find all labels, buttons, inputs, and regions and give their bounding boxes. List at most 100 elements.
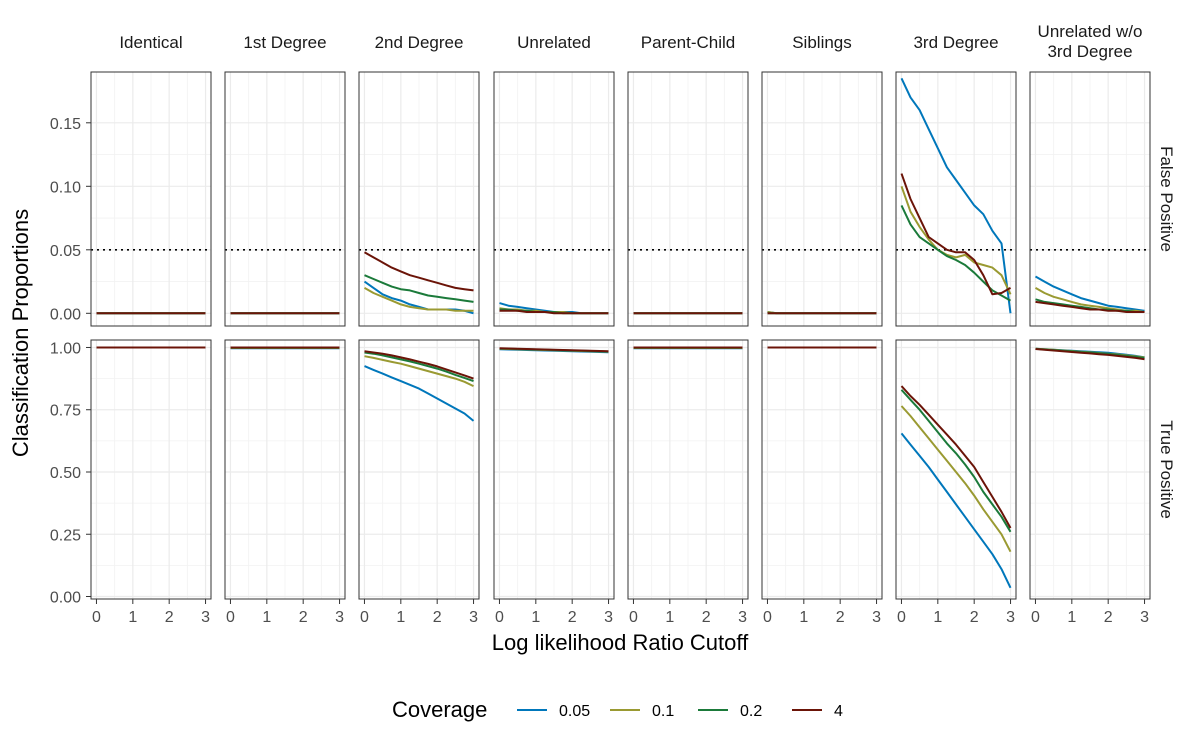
series-line-4	[900, 173, 1011, 296]
panel-border	[1029, 71, 1151, 327]
panel-false-positive-1st-degree	[224, 71, 346, 327]
legend: Coverage 0.05 0.1 0.2 4	[392, 697, 843, 722]
legend-label: 0.05	[559, 703, 590, 720]
x-tick-label: 0	[495, 609, 504, 626]
panel-border	[627, 339, 749, 600]
panel-true-positive-siblings	[761, 339, 883, 600]
x-tick-label: 2	[165, 609, 174, 626]
panel-false-positive-identical	[90, 71, 212, 327]
x-tick-label: 3	[604, 609, 613, 626]
series-line-4	[900, 385, 1012, 529]
panel-border	[761, 339, 883, 600]
facet-label-identical: Identical	[119, 33, 182, 52]
panel-border	[358, 339, 480, 600]
legend-item-4: 4	[792, 703, 843, 720]
x-tick-label: 0	[1031, 609, 1040, 626]
panel-true-positive-unrelated	[493, 339, 615, 600]
x-tick-label: 1	[799, 609, 808, 626]
x-tick-label: 0	[763, 609, 772, 626]
legend-label: 4	[834, 703, 843, 720]
series-line-0-05	[363, 280, 474, 315]
panel-true-positive-3rd-degree	[895, 339, 1017, 600]
facet-label-3rd-degree: 3rd Degree	[913, 33, 998, 52]
series-line-4	[364, 350, 474, 380]
series-line-4	[1035, 300, 1145, 313]
legend-title: Coverage	[392, 697, 487, 722]
x-tick-label: 3	[201, 609, 210, 626]
x-tick-label: 0	[360, 609, 369, 626]
x-tick-label: 1	[128, 609, 137, 626]
facet-label-siblings: Siblings	[792, 33, 852, 52]
panel-border	[493, 71, 615, 327]
facet-label-1st-degree: 1st Degree	[243, 33, 326, 52]
facet-strips: Identical 1st Degree 2nd Degree Unrelated Pa…	[119, 22, 1176, 519]
series-line-4	[1035, 348, 1145, 361]
series-line-0-2	[900, 204, 1011, 302]
y-tick-label: 0.25	[50, 527, 81, 544]
series-line-0-1	[900, 405, 1012, 553]
x-tick-label: 2	[568, 609, 577, 626]
panel-border	[895, 339, 1017, 600]
x-axis-title: Log likelihood Ratio Cutoff	[492, 630, 749, 655]
y-tick-label: 0.75	[50, 403, 81, 420]
x-tick-label: 0	[629, 609, 638, 626]
series-line-0-1	[900, 185, 1012, 295]
y-tick-label: 0.10	[50, 179, 81, 196]
facet-label-unrelated: Unrelated	[517, 33, 591, 52]
series-line-4	[364, 251, 474, 292]
series-line-4	[499, 347, 609, 353]
panel-true-positive-parent-child	[627, 339, 749, 600]
series-line-0-05	[364, 365, 475, 422]
series-line-0-2	[900, 389, 1012, 533]
facet-label-parent-child: Parent-Child	[641, 33, 736, 52]
y-tick-label: 1.00	[50, 340, 81, 357]
series-line-0-1	[364, 287, 474, 312]
x-tick-label: 1	[396, 609, 405, 626]
x-tick-label: 1	[531, 609, 540, 626]
x-tick-label: 2	[836, 609, 845, 626]
legend-label: 0.2	[740, 703, 762, 720]
x-tick-label: 1	[1067, 609, 1076, 626]
panel-false-positive-unrelated	[493, 71, 615, 327]
x-tick-label: 2	[433, 609, 442, 626]
panel-border	[90, 71, 212, 327]
series-line-0-05	[900, 432, 1012, 589]
panel-border	[224, 339, 346, 600]
series-line-0-1	[364, 355, 474, 388]
x-tick-label: 3	[1140, 609, 1149, 626]
x-tick-label: 1	[665, 609, 674, 626]
x-tick-label: 2	[970, 609, 979, 626]
x-tick-label: 3	[1006, 609, 1015, 626]
panel-false-positive-siblings	[761, 71, 883, 327]
panel-border	[1029, 339, 1151, 600]
x-tick-label: 0	[897, 609, 906, 626]
panel-false-positive-parent-child	[627, 71, 749, 327]
x-tick-label: 1	[933, 609, 942, 626]
facet-label-2nd-degree: 2nd Degree	[375, 33, 464, 52]
panel-false-positive-unrelated-w-o-3rd-degree	[1029, 71, 1151, 327]
series-line-0-05	[900, 77, 1012, 314]
legend-label: 0.1	[652, 703, 674, 720]
x-tick-label: 3	[738, 609, 747, 626]
series-line-0-05	[1035, 275, 1145, 312]
y-axis-title: Classification Proportions	[8, 209, 33, 457]
panel-border	[761, 71, 883, 327]
x-tick-label: 0	[226, 609, 235, 626]
panel-border	[224, 71, 346, 327]
y-tick-label: 0.50	[50, 465, 81, 482]
x-tick-label: 3	[469, 609, 478, 626]
facet-label-unrelated-w-o-3rd-degree: Unrelated w/o 3rd Degree	[1038, 22, 1143, 61]
x-tick-label: 3	[335, 609, 344, 626]
panel-true-positive-unrelated-w-o-3rd-degree	[1029, 339, 1151, 600]
facet-row-label-false-positive: False Positive	[1157, 146, 1176, 252]
series-line-4	[499, 309, 609, 315]
y-tick-label: 0.15	[50, 116, 81, 133]
panel-border	[895, 71, 1017, 327]
x-tick-label: 1	[262, 609, 271, 626]
x-tick-label: 2	[702, 609, 711, 626]
series-line-0-2	[1035, 298, 1145, 313]
x-tick-label: 3	[872, 609, 881, 626]
panel-true-positive-1st-degree	[224, 339, 346, 600]
y-tick-label: 0.05	[50, 243, 81, 260]
